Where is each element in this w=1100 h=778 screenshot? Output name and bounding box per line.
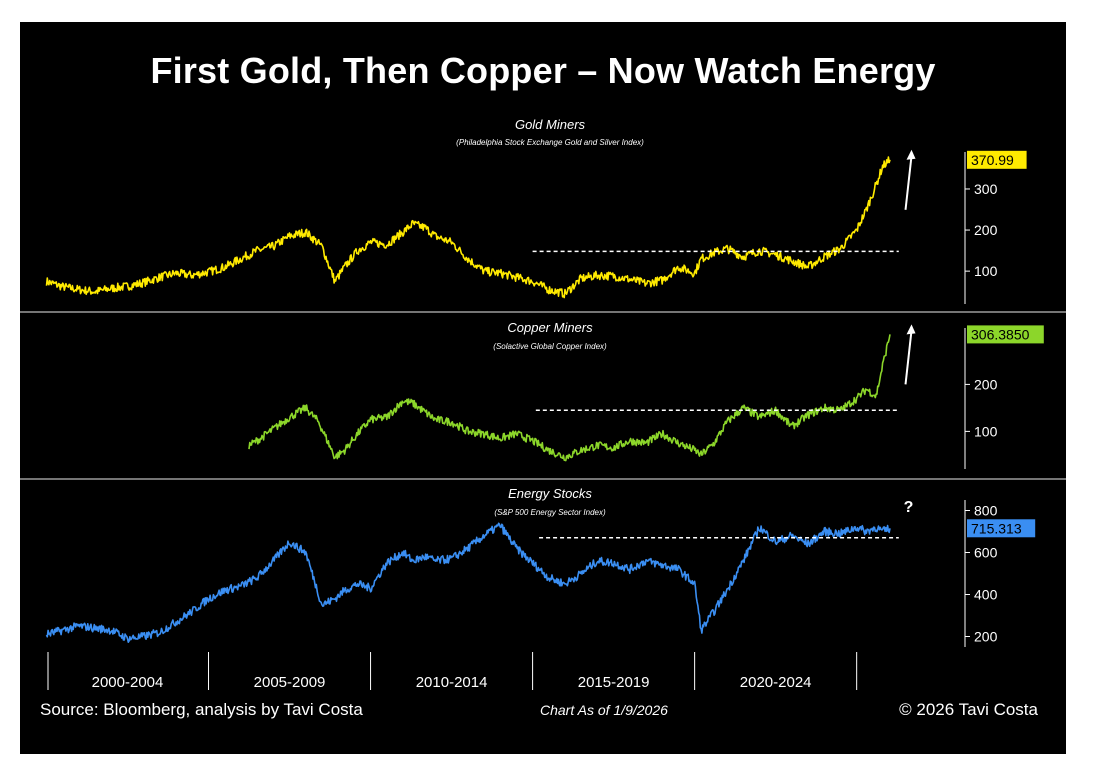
gold-arrow-shaft <box>904 155 913 210</box>
copper-arrow-head <box>906 324 916 335</box>
energy-y-tick-label: 600 <box>974 545 998 561</box>
x-period-label: 2005-2009 <box>254 674 326 691</box>
energy-series-line <box>45 522 891 644</box>
gold-arrow-head <box>906 149 916 160</box>
gold-y-tick-label: 200 <box>974 222 998 238</box>
gold-series-line <box>45 156 891 299</box>
gold-panel-title: Gold Miners <box>514 117 586 132</box>
x-period-label: 2000-2004 <box>92 674 164 691</box>
copper-last-value-tag <box>967 325 1044 344</box>
gold-last-value-label: 370.99 <box>971 152 1014 168</box>
gold-y-tick-label: 300 <box>974 181 998 197</box>
gold-last-value-tag <box>967 150 1027 169</box>
chart-canvas: 100 200 300 370.99 100 200 306.3850 200 400 600 80… <box>20 149 1066 691</box>
copper-arrow-shaft <box>904 330 913 385</box>
copper-panel-subtitle: (Solactive Global Copper Index) <box>493 342 607 351</box>
chart-date: Chart As of 1/9/2026 <box>540 702 668 718</box>
gold-y-tick-label: 100 <box>974 263 998 279</box>
copper-last-value-label: 306.3850 <box>971 326 1030 342</box>
source-note: Source: Bloomberg, analysis by Tavi Cost… <box>40 700 363 719</box>
energy-last-value-tag <box>967 519 1036 538</box>
copper-series-line <box>248 334 891 462</box>
gold-panel-subtitle: (Philadelphia Stock Exchange Gold and Si… <box>456 138 644 147</box>
energy-panel-subtitle: (S&P 500 Energy Sector Index) <box>494 508 606 517</box>
copper-y-tick-label: 200 <box>974 376 998 392</box>
x-period-label: 2020-2024 <box>740 674 812 691</box>
chart-frame: 100 200 300 370.99 100 200 306.3850 200 400 600 80… <box>20 22 1066 754</box>
chart-title: First Gold, Then Copper – Now Watch Ener… <box>150 50 936 91</box>
copper-panel-title: Copper Miners <box>507 320 593 335</box>
energy-y-tick-label: 400 <box>974 587 998 603</box>
x-period-label: 2015-2019 <box>578 674 650 691</box>
copyright: © 2026 Tavi Costa <box>899 700 1038 719</box>
energy-y-tick-label: 800 <box>974 503 998 519</box>
energy-y-tick-label: 200 <box>974 629 998 645</box>
energy-last-value-label: 715.313 <box>971 520 1022 536</box>
copper-y-tick-label: 100 <box>974 423 998 439</box>
energy-question-mark: ? <box>904 499 914 516</box>
energy-panel-title: Energy Stocks <box>508 486 592 501</box>
x-period-label: 2010-2014 <box>416 674 488 691</box>
